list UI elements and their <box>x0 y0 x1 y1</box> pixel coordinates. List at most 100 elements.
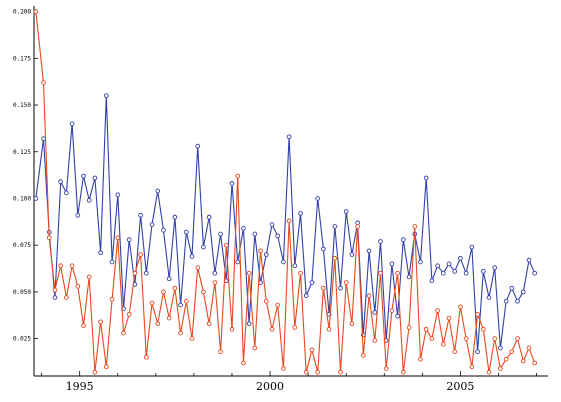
data-point <box>206 321 212 327</box>
data-point <box>229 181 235 186</box>
data-point <box>92 369 98 375</box>
data-point <box>309 347 315 353</box>
data-point <box>418 259 423 265</box>
data-point <box>58 263 64 269</box>
data-point <box>292 325 298 330</box>
data-point <box>149 222 155 227</box>
data-point <box>406 325 412 330</box>
data-point <box>286 218 292 224</box>
data-point <box>178 330 183 336</box>
y-tick-label: 0.100 <box>13 195 31 202</box>
data-point <box>195 265 201 270</box>
data-point <box>195 143 201 149</box>
data-point <box>121 330 126 336</box>
series-2 <box>33 9 538 375</box>
data-point <box>41 80 46 85</box>
y-tick-label: 0.150 <box>13 102 31 109</box>
data-point <box>235 173 241 179</box>
data-point <box>281 366 286 371</box>
data-point <box>75 283 81 289</box>
data-point <box>435 308 440 313</box>
data-point <box>92 175 98 181</box>
data-point <box>372 338 378 343</box>
data-point <box>343 280 349 285</box>
data-point <box>41 136 46 142</box>
data-point <box>241 226 246 231</box>
data-point <box>115 192 121 198</box>
data-point <box>263 298 269 304</box>
data-point <box>246 321 252 327</box>
data-point <box>389 308 395 313</box>
data-point <box>440 270 446 276</box>
data-point <box>400 369 406 375</box>
data-point <box>33 9 39 14</box>
data-point <box>258 248 263 254</box>
data-point <box>515 298 520 304</box>
data-point <box>201 244 206 250</box>
data-point <box>143 270 149 276</box>
data-point <box>172 285 178 291</box>
data-point <box>475 311 480 317</box>
data-point <box>349 252 355 257</box>
data-point <box>155 188 161 194</box>
data-point <box>161 227 166 233</box>
data-point <box>458 255 463 261</box>
data-point <box>69 121 75 127</box>
data-point <box>81 323 86 328</box>
data-point <box>269 222 275 227</box>
data-point <box>321 246 326 252</box>
data-point <box>475 349 480 355</box>
data-point <box>395 270 400 276</box>
y-tick-label: 0.125 <box>13 149 31 156</box>
data-point <box>64 295 69 300</box>
data-point <box>509 285 515 291</box>
data-point <box>532 270 538 276</box>
data-point <box>452 269 458 274</box>
data-point <box>155 321 161 327</box>
data-point <box>492 336 498 341</box>
data-point <box>378 270 383 276</box>
data-point <box>298 270 303 276</box>
data-point <box>458 304 463 310</box>
data-point <box>355 220 360 226</box>
data-point <box>378 239 383 244</box>
y-tick-label: 0.050 <box>13 289 31 296</box>
data-point <box>109 297 115 302</box>
data-point <box>149 300 155 306</box>
data-point <box>252 231 258 237</box>
data-point <box>138 212 143 218</box>
data-point <box>292 263 298 269</box>
data-point <box>366 248 372 254</box>
data-point <box>338 369 343 375</box>
data-point <box>58 179 64 185</box>
data-point <box>486 369 492 375</box>
data-point <box>218 349 223 355</box>
data-point <box>98 250 103 256</box>
data-point <box>281 259 286 265</box>
data-point <box>52 295 58 300</box>
data-point <box>452 349 458 355</box>
y-tick-label: 0.200 <box>13 9 31 16</box>
data-point <box>81 173 86 179</box>
data-point <box>229 326 235 332</box>
data-point <box>166 276 172 282</box>
data-point <box>332 255 338 261</box>
data-point <box>189 254 195 259</box>
series-1 <box>33 93 538 355</box>
x-tick-label: 2005 <box>446 380 474 393</box>
data-point <box>69 263 75 269</box>
data-point <box>395 313 400 319</box>
data-point <box>383 366 389 371</box>
data-point <box>486 295 492 300</box>
data-point <box>138 252 143 257</box>
data-point <box>440 341 446 347</box>
data-point <box>532 360 538 366</box>
data-point <box>463 270 469 276</box>
data-point <box>515 336 520 341</box>
data-point <box>98 319 103 325</box>
data-point <box>406 274 412 280</box>
data-point <box>246 270 252 276</box>
data-point <box>349 321 355 327</box>
data-point <box>326 326 332 332</box>
data-point <box>298 211 303 216</box>
